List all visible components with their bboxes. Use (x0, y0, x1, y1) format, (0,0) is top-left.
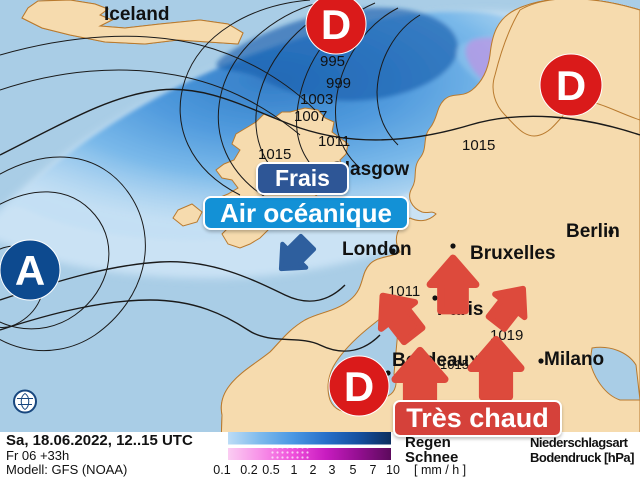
svg-text:0.1: 0.1 (213, 463, 230, 477)
svg-text:0.5: 0.5 (262, 463, 279, 477)
svg-text:0.2: 0.2 (240, 463, 257, 477)
svg-text:Niederschlagsart: Niederschlagsart (530, 435, 629, 450)
svg-text:Bodendruck [hPa]: Bodendruck [hPa] (530, 450, 634, 465)
svg-text:7: 7 (370, 463, 377, 477)
svg-text:2: 2 (310, 463, 317, 477)
svg-text:1: 1 (291, 463, 298, 477)
svg-text:Schnee: Schnee (405, 449, 458, 466)
svg-text:5: 5 (350, 463, 357, 477)
svg-text:3: 3 (329, 463, 336, 477)
svg-text:10: 10 (386, 463, 400, 477)
